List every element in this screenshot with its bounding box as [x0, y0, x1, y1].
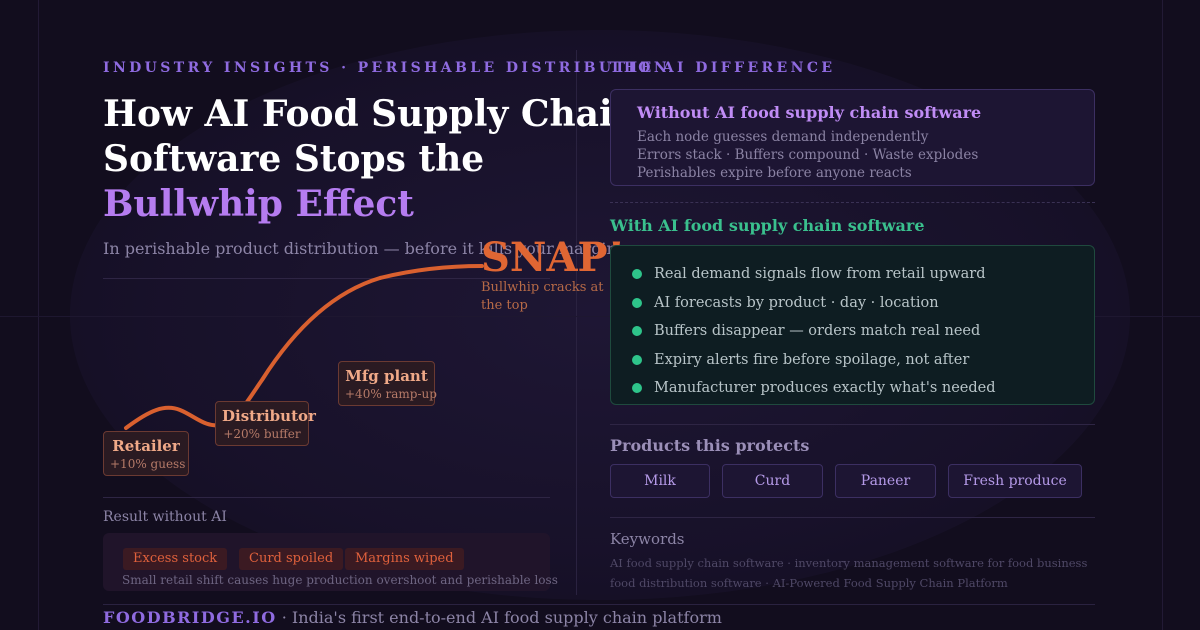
- title-accent: Bullwhip Effect: [103, 183, 414, 225]
- list-item: Manufacturer produces exactly what's nee…: [632, 374, 1094, 403]
- divider: [103, 497, 550, 498]
- section-eyebrow: INDUSTRY INSIGHTS · PERISHABLE DISTRIBUT…: [103, 60, 671, 76]
- bullet-dot-icon: [632, 354, 642, 365]
- result-note: Small retail shift causes huge productio…: [122, 573, 558, 587]
- bullet-text: Manufacturer produces exactly what's nee…: [654, 380, 996, 397]
- node-distributor: Distributor +20% buffer: [215, 401, 316, 446]
- list-item: AI forecasts by product · day · location: [632, 289, 1094, 318]
- brand-link[interactable]: FOODBRIDGE.IO: [103, 608, 277, 627]
- product-chip-fresh-produce[interactable]: Fresh produce: [948, 464, 1082, 498]
- footer-divider: [103, 604, 1095, 605]
- divider: [610, 517, 1095, 518]
- product-chip-milk[interactable]: Milk: [610, 464, 710, 498]
- divider: [610, 424, 1095, 425]
- footer: FOODBRIDGE.IO · India's first end-to-end…: [103, 608, 722, 627]
- result-label: Result without AI: [103, 509, 227, 525]
- list-item: Buffers disappear — orders match real ne…: [632, 317, 1094, 346]
- node-name: Distributor: [222, 407, 316, 425]
- bullet-text: AI forecasts by product · day · location: [654, 294, 939, 311]
- result-tag: Excess stock: [123, 548, 228, 570]
- result-tag: Curd spoiled: [239, 548, 344, 570]
- title-line: How AI Food Supply Chain: [103, 93, 639, 135]
- with-ai-title: With AI food supply chain software: [610, 216, 925, 235]
- bullet-text: Buffers disappear — orders match real ne…: [654, 323, 981, 340]
- card-line: Each node guesses demand independently: [637, 129, 929, 145]
- node-name: Retailer: [112, 437, 180, 455]
- keywords-line: AI food supply chain software · inventor…: [610, 556, 1088, 570]
- with-ai-card: Real demand signals flow from retail upw…: [610, 245, 1095, 405]
- grid-line: [0, 316, 1200, 317]
- whip-line: [124, 264, 484, 430]
- node-name: Mfg plant: [345, 367, 428, 385]
- bullet-dot-icon: [632, 269, 642, 280]
- divider: [103, 278, 550, 279]
- section-eyebrow: THE AI DIFFERENCE: [610, 60, 836, 76]
- keywords-title: Keywords: [610, 530, 685, 548]
- page-title: How AI Food Supply Chain Software Stops …: [103, 92, 663, 227]
- card-title: Without AI food supply chain software: [637, 103, 982, 122]
- column-divider: [576, 50, 577, 595]
- keywords-line: food distribution software · AI-Powered …: [610, 576, 1008, 590]
- bullet-dot-icon: [632, 297, 642, 308]
- grid-line: [38, 0, 39, 630]
- bullet-dot-icon: [632, 383, 642, 394]
- without-ai-card: Without AI food supply chain software Ea…: [610, 89, 1095, 186]
- product-chip-curd[interactable]: Curd: [722, 464, 823, 498]
- title-line: Software Stops the: [103, 138, 485, 180]
- products-title: Products this protects: [610, 436, 810, 455]
- node-retailer: Retailer +10% guess: [103, 431, 189, 476]
- card-line: Errors stack · Buffers compound · Waste …: [637, 147, 979, 163]
- snap-label: SNAP!: [481, 234, 626, 281]
- bullet-text: Real demand signals flow from retail upw…: [654, 266, 986, 283]
- product-chip-paneer[interactable]: Paneer: [835, 464, 936, 498]
- dashed-divider: [610, 202, 1095, 203]
- node-mfg-plant: Mfg plant +40% ramp-up: [338, 361, 437, 406]
- grid-line: [1162, 0, 1163, 630]
- card-line: Perishables expire before anyone reacts: [637, 165, 912, 181]
- node-sub: +40% ramp-up: [345, 387, 437, 401]
- list-item: Real demand signals flow from retail upw…: [632, 260, 1094, 289]
- bullet-text: Expiry alerts fire before spoilage, not …: [654, 351, 970, 368]
- list-item: Expiry alerts fire before spoilage, not …: [632, 346, 1094, 375]
- bullet-dot-icon: [632, 326, 642, 337]
- node-sub: +20% buffer: [223, 427, 301, 441]
- page-subtitle: In perishable product distribution — bef…: [103, 239, 623, 258]
- result-tag: Margins wiped: [345, 548, 464, 570]
- node-sub: +10% guess: [110, 457, 186, 471]
- snap-note: Bullwhip cracks at the top: [481, 280, 604, 313]
- footer-tagline: · India's first end-to-end AI food suppl…: [276, 608, 722, 627]
